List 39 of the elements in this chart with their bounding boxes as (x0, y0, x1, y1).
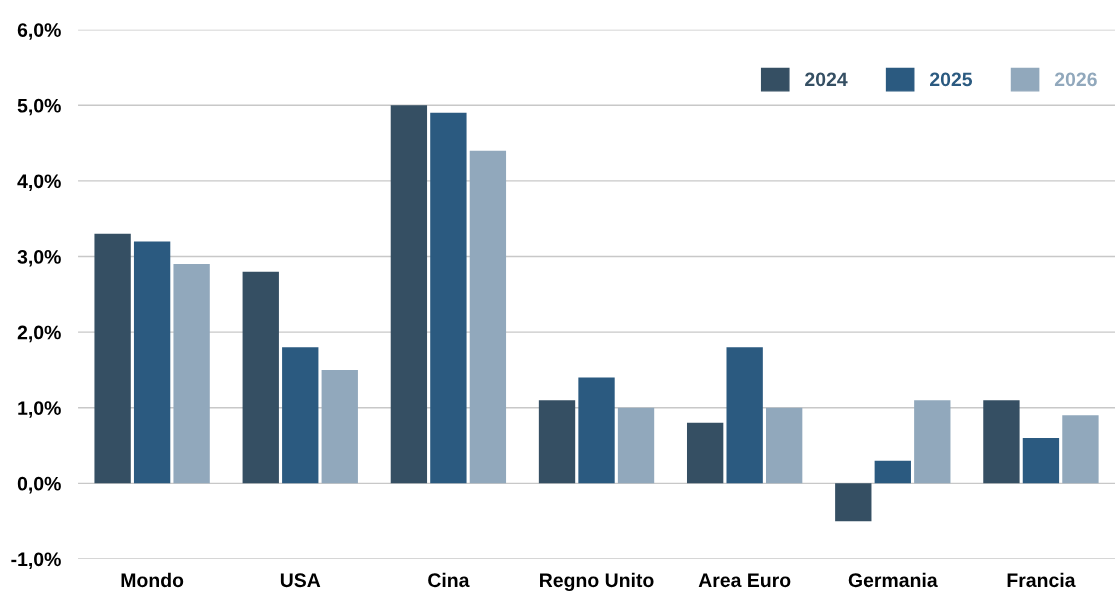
x-tick-label: Cina (428, 572, 470, 588)
legend-label: 2026 (1054, 72, 1097, 87)
y-tick-label: 0,0% (17, 476, 61, 494)
x-tick-label: Francia (1007, 572, 1076, 588)
bar (835, 483, 872, 522)
bar (390, 105, 428, 484)
bar (726, 347, 763, 484)
bar (94, 233, 131, 484)
y-tick-label: 1,0% (18, 401, 61, 418)
bar (282, 347, 319, 484)
bar (242, 271, 279, 484)
bar (765, 407, 803, 484)
y-tick-label: 3,0% (17, 249, 61, 267)
bar (321, 369, 358, 484)
bar (430, 112, 467, 484)
bar (173, 264, 210, 484)
x-tick-label: Germania (848, 572, 938, 588)
bar (1022, 437, 1060, 484)
legend-label: 2025 (930, 72, 973, 87)
bar (1062, 415, 1099, 484)
bar (686, 422, 724, 484)
legend-label: 2024 (805, 72, 848, 87)
bar (469, 150, 507, 484)
bar (983, 400, 1020, 484)
y-tick-label: -1,0% (11, 552, 61, 570)
x-tick-label: Mondo (121, 572, 184, 588)
y-tick-label: 5,0% (17, 98, 61, 116)
bar (578, 377, 615, 484)
bar (538, 400, 576, 484)
bar (133, 241, 171, 484)
x-tick-label: USA (280, 573, 321, 588)
bar (914, 400, 951, 484)
x-tick-label: Area Euro (698, 573, 791, 588)
y-tick-label: 4,0% (17, 174, 61, 191)
bar (874, 460, 911, 484)
bar (617, 407, 655, 484)
y-tick-label: 2,0% (17, 325, 61, 343)
y-tick-label: 6,0% (17, 23, 61, 40)
x-tick-label: Regno Unito (540, 572, 654, 592)
